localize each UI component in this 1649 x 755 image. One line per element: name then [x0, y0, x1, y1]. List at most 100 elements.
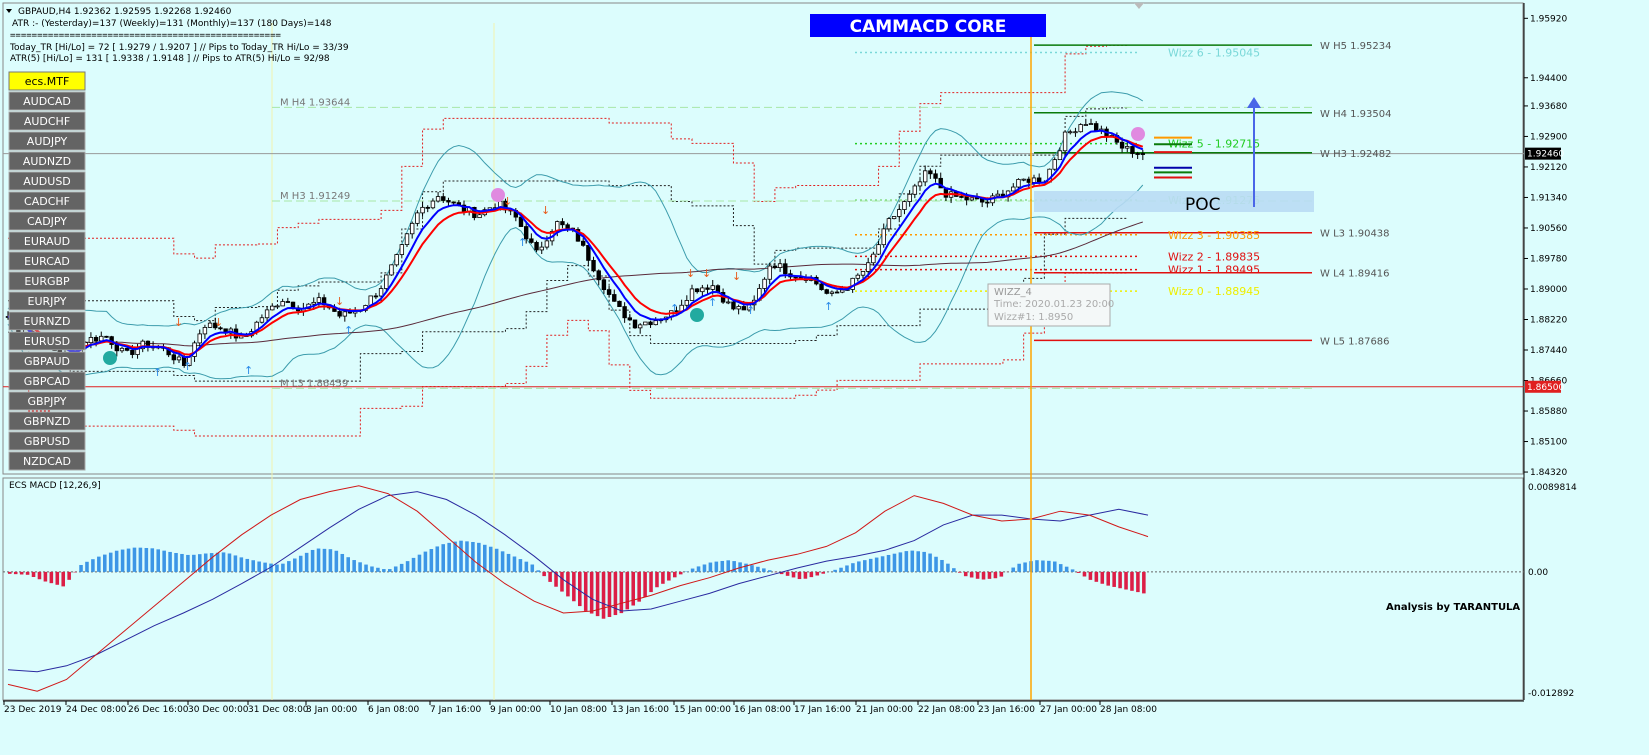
candle-body [1093, 123, 1099, 131]
symbol-button-euraud[interactable] [8, 231, 86, 251]
sell-signal-dot[interactable] [1131, 127, 1145, 141]
macd-histogram-bar [993, 571, 998, 579]
macd-histogram-bar [417, 554, 422, 572]
symbol-button-label: GBPAUD [24, 355, 70, 368]
symbol-button-gbpusd[interactable] [8, 431, 86, 451]
symbol-button-gbpjpy[interactable] [8, 391, 86, 411]
macd-histogram-bar [868, 558, 873, 572]
candle-body [876, 244, 881, 255]
weekly-pivot-label: W H3 1.92482 [1320, 149, 1391, 160]
macd-histogram-bar [946, 563, 950, 572]
macd-histogram-bar [815, 571, 820, 576]
candle-body [897, 209, 902, 217]
scroll-marker-icon[interactable] [1134, 3, 1144, 9]
macd-pane: 0.0089814 0.00 -0.012892 [3, 483, 1577, 699]
macd-histogram-bar [625, 571, 630, 610]
symbol-button-cadjpy[interactable] [8, 211, 86, 231]
macd-histogram-bar [138, 547, 143, 572]
symbol-button-audjpy[interactable] [8, 131, 86, 151]
symbol-button-eurnzd[interactable] [8, 311, 86, 331]
macd-histogram-bar [1118, 571, 1122, 589]
buy-signal-dot[interactable] [103, 351, 117, 365]
macd-histogram-bar [726, 560, 730, 572]
symbol-button-gbpnzd[interactable] [8, 411, 86, 431]
macd-histogram-bar [857, 561, 861, 572]
candle-body [389, 264, 394, 276]
down-arrow-icon: ↓ [214, 316, 223, 329]
down-arrow-icon: ↓ [702, 267, 711, 280]
weekly-pivot-label: W L4 1.89416 [1320, 269, 1390, 280]
macd-histogram-bar [821, 571, 825, 574]
macd-histogram-bar [963, 571, 968, 577]
macd-histogram-bar [382, 569, 386, 572]
symbol-button-nzdcad[interactable] [8, 451, 86, 471]
symbol-button-audusd[interactable] [8, 171, 86, 191]
candle-body [674, 310, 679, 313]
macd-histogram-bar [791, 571, 796, 578]
symbol-button-cadchf[interactable] [8, 191, 86, 211]
active-symbol-button[interactable] [8, 71, 86, 91]
candle-body [435, 196, 441, 202]
candle-body [477, 214, 482, 219]
buy-signal-dot[interactable] [690, 308, 704, 322]
macd-histogram-bar [55, 571, 60, 585]
symbol-button-eurusd[interactable] [8, 331, 86, 351]
projection-arrow-head [1247, 97, 1261, 108]
candle-body [213, 322, 218, 329]
macd-histogram-bar [536, 570, 540, 572]
macd-histogram-bar [1047, 560, 1051, 572]
macd-histogram-bar [975, 571, 980, 579]
price-axis: 1.95920 1.94400 1.93680 1.92900 1.92120 1.913… [1524, 14, 1567, 478]
candle-body [202, 327, 208, 335]
symbol-button-audcad[interactable] [8, 91, 86, 111]
candle-body [710, 285, 715, 290]
symbol-button-gbpcad[interactable] [8, 371, 86, 391]
candle-body [907, 193, 912, 202]
macd-histogram-bar [548, 571, 552, 582]
time-tick-label: 17 Jan 16:00 [794, 705, 851, 715]
symbol-button-audnzd[interactable] [8, 151, 86, 171]
time-tick-label: 23 Dec 2019 [4, 705, 62, 715]
symbol-line: GBPAUD,H4 1.92362 1.92595 1.92268 1.9246… [18, 7, 232, 17]
time-tick-label: 28 Jan 08:00 [1100, 705, 1157, 715]
down-arrow-icon: ↓ [174, 316, 183, 329]
macd-histogram-bar [25, 571, 30, 575]
collapse-arrow-icon[interactable] [6, 9, 12, 13]
candle-body [1052, 159, 1057, 170]
time-tick-label: 13 Jan 16:00 [612, 705, 669, 715]
macd-histogram-bar [322, 548, 327, 572]
macd-histogram-bar [144, 547, 149, 572]
candle-body [974, 197, 980, 200]
price-tick-label: 1.89780 [1530, 254, 1567, 264]
macd-histogram-bar [987, 571, 992, 579]
bollinger-bands [7, 91, 1144, 380]
candle-body [1021, 178, 1026, 181]
macd-histogram-bar [1112, 571, 1116, 587]
candle-body [1130, 146, 1135, 154]
symbol-button-eurjpy[interactable] [8, 291, 86, 311]
macd-histogram-bar [61, 571, 65, 587]
symbol-button-label: EURJPY [28, 295, 67, 308]
symbol-button-eurgbp[interactable] [8, 271, 86, 291]
candle-body [1119, 141, 1125, 149]
sell-signal-dot[interactable] [491, 188, 505, 202]
macd-histogram-bar [411, 557, 416, 572]
symbol-button-eurcad[interactable] [8, 251, 86, 271]
candle-body [938, 177, 943, 189]
candle-body [783, 263, 788, 275]
symbol-button-label: AUDJPY [27, 135, 68, 148]
candle-body [176, 356, 182, 361]
symbol-button-audchf[interactable] [8, 111, 86, 131]
symbol-button-label: GBPJPY [27, 395, 66, 408]
macd-histogram-bar [221, 552, 226, 572]
atr5-line: ATR(5) [Hi/Lo] = 131 [ 1.9338 / 1.9148 ]… [10, 54, 330, 64]
macd-histogram-bar [393, 566, 398, 572]
upper-band [7, 91, 1144, 327]
candle-body [1135, 153, 1140, 155]
time-tick-label: 21 Jan 00:00 [856, 705, 913, 715]
candle-body [1026, 178, 1032, 183]
symbol-button-gbpaud[interactable] [8, 351, 86, 371]
candle-body [114, 344, 120, 352]
